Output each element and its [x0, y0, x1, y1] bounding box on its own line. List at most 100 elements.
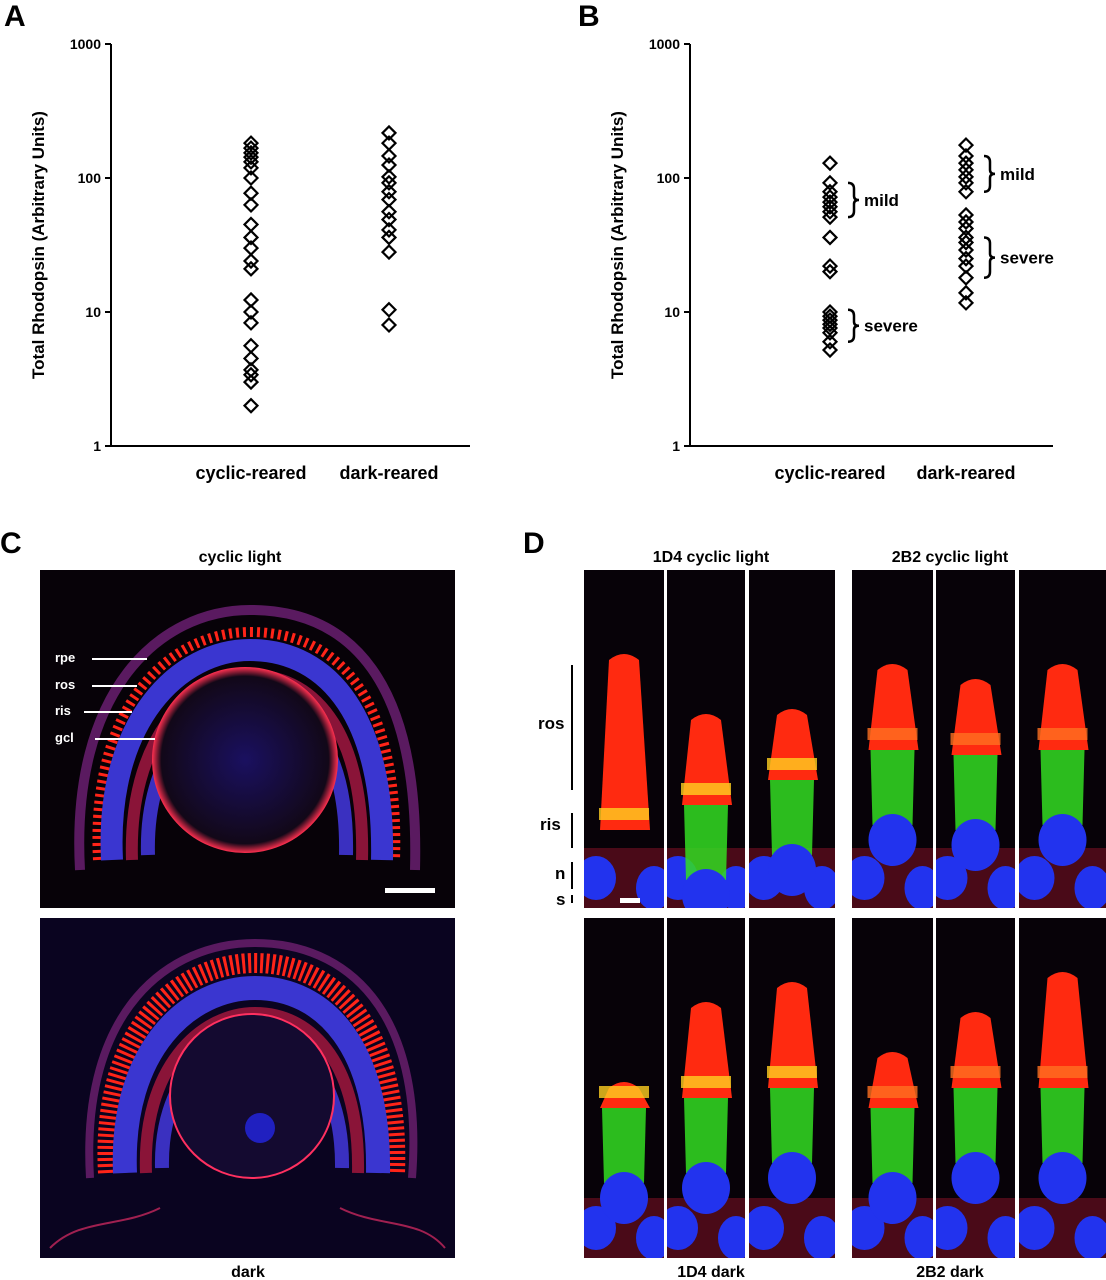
- bracket-severe: [847, 308, 860, 343]
- cell-micrograph: [584, 918, 664, 1258]
- data-point-diamond: [821, 174, 839, 191]
- data-point-diamond: [957, 183, 975, 200]
- bracket-severe: [983, 236, 996, 280]
- data-point-diamond: [242, 196, 260, 213]
- s-bracket-line: [571, 895, 573, 903]
- x-category-label: dark-reared: [916, 463, 1015, 483]
- side-label-ros: ros: [538, 714, 565, 733]
- cell-micrograph: [749, 570, 835, 908]
- data-point-diamond: [242, 314, 260, 331]
- chart-a: 1 10 100 1000 Total Rhodopsin (Arbitrary Uni…: [29, 36, 470, 483]
- data-point-diamond: [957, 234, 975, 251]
- data-point-diamond: [242, 397, 260, 414]
- panel-c-top-title: cyclic light: [198, 549, 282, 566]
- data-point-diamond: [242, 252, 260, 270]
- label-gcl: gcl: [55, 730, 74, 745]
- data-point-diamond: [821, 198, 839, 215]
- x-category-label: cyclic-reared: [774, 463, 885, 483]
- side-label-ris: ris: [540, 815, 561, 834]
- panel-letter-a: A: [4, 0, 26, 33]
- panel-letter-c: C: [0, 527, 22, 560]
- data-point-diamond: [821, 258, 839, 275]
- y-tick-label: 1000: [649, 36, 680, 52]
- panel-c-bottom-title: dark: [231, 1264, 265, 1280]
- data-point-diamond: [957, 284, 975, 301]
- data-point-diamond: [380, 124, 398, 141]
- data-point-diamond: [957, 213, 975, 230]
- data-point-diamond: [380, 174, 398, 191]
- cell-micrograph: [936, 570, 1015, 908]
- panel-letter-b: B: [578, 0, 600, 33]
- data-point-diamond: [380, 168, 398, 185]
- bracket-mild: [983, 154, 996, 193]
- data-point-diamond: [821, 333, 839, 350]
- data-point-diamond: [957, 168, 975, 185]
- data-point-diamond: [242, 229, 260, 246]
- data-point-diamond: [821, 263, 839, 280]
- cell-micrograph: [852, 918, 933, 1258]
- panel-d-title-2b2-cyclic: 2B2 cyclic light: [891, 549, 1009, 566]
- data-point-diamond: [821, 189, 839, 206]
- ros-bracket-line: [571, 665, 573, 790]
- label-ris: ris: [55, 703, 71, 718]
- cell-micrograph: [852, 570, 933, 908]
- data-point-diamond: [821, 203, 839, 220]
- data-point-diamond: [242, 374, 260, 391]
- data-point-diamond: [957, 269, 975, 286]
- data-point-diamond: [380, 147, 398, 165]
- eye-section-dark: [40, 918, 455, 1258]
- cell-micrograph: [584, 570, 664, 908]
- label-rpe: rpe: [55, 650, 76, 665]
- panel-letter-d: D: [523, 527, 545, 560]
- data-point-diamond: [242, 260, 260, 277]
- data-point-diamond: [242, 303, 260, 321]
- data-point-diamond: [380, 316, 398, 334]
- data-point-diamond: [957, 241, 975, 259]
- data-point-diamond: [821, 341, 839, 359]
- y-tick-label: 10: [85, 304, 101, 320]
- data-point-diamond: [380, 229, 398, 246]
- cell-micrograph: [749, 918, 835, 1258]
- panel-d-title-1d4-dark: 1D4 dark: [677, 1264, 745, 1280]
- bracket-mild: [847, 181, 860, 219]
- chart-b: 1 10 100 1000 Total Rhodopsin (Arbitrary Uni…: [608, 36, 1054, 483]
- data-point-diamond: [380, 183, 398, 200]
- data-point-diamond: [242, 159, 260, 176]
- y-tick-label: 1000: [70, 36, 101, 52]
- data-point-diamond: [821, 316, 839, 333]
- data-point-diamond: [821, 155, 839, 172]
- side-label-n: n: [555, 864, 566, 883]
- y-tick-label: 100: [78, 170, 102, 186]
- panel-d-title-1d4-cyclic: 1D4 cyclic light: [652, 549, 770, 566]
- cell-micrograph: [936, 918, 1015, 1258]
- y-tick-label: 1: [93, 438, 101, 454]
- data-point-diamond: [380, 203, 398, 220]
- ris-bracket-line: [571, 813, 573, 848]
- data-point-diamond: [821, 209, 839, 226]
- data-point-diamond: [380, 301, 398, 318]
- data-point-diamond: [242, 153, 260, 170]
- n-bracket-line: [571, 862, 573, 889]
- cell-micrograph: [1019, 918, 1106, 1258]
- cell-micrograph: [667, 570, 745, 908]
- data-point-diamond: [957, 250, 975, 267]
- data-point-diamond: [957, 137, 975, 154]
- x-category-label: cyclic-reared: [195, 463, 306, 483]
- data-point-diamond: [380, 211, 398, 228]
- y-axis-label: Total Rhodopsin (Arbitrary Units): [608, 111, 627, 379]
- data-point-diamond: [242, 350, 260, 367]
- annotation-severe: severe: [864, 317, 918, 336]
- data-point-diamond: [242, 149, 260, 166]
- data-point-diamond: [821, 324, 839, 341]
- y-tick-label: 10: [664, 304, 680, 320]
- data-point-diamond: [957, 174, 975, 191]
- cell-micrograph: [1019, 570, 1106, 908]
- data-point-diamond: [380, 244, 398, 261]
- data-point-diamond: [380, 221, 398, 238]
- annotation-mild: mild: [864, 191, 899, 210]
- x-category-label: dark-reared: [339, 463, 438, 483]
- data-point-diamond: [957, 294, 975, 311]
- annotation-severe: severe: [1000, 249, 1054, 268]
- eye-section-cyclic-light: rpe ros ris gcl: [40, 570, 455, 908]
